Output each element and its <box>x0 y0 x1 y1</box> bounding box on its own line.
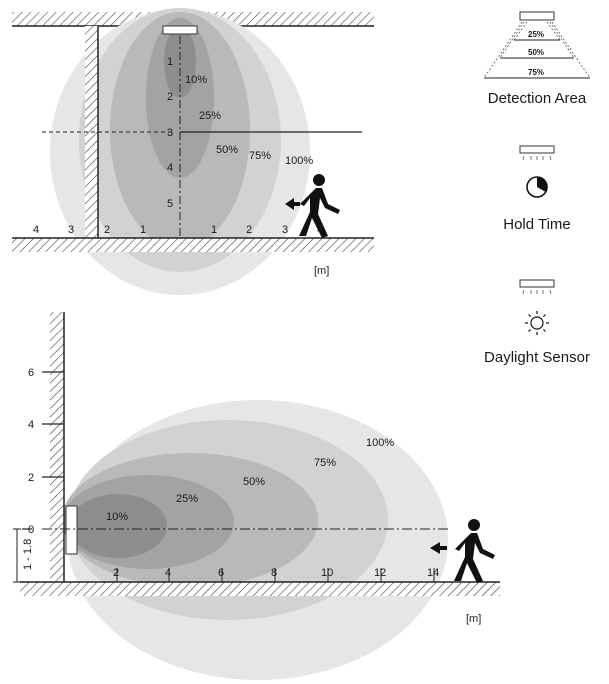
wall-sensor-icon <box>65 505 78 555</box>
legend-hold-time: Hold Time <box>503 145 571 233</box>
top-height-tick-1: 1 <box>167 56 173 68</box>
mount-height-label: 1 - 1.8 <box>22 539 34 570</box>
top-unit-label: [m] <box>314 265 329 277</box>
side-distance-tick-4: 4 <box>165 567 171 579</box>
walking-person-icon <box>454 519 495 583</box>
side-zone-label-25: 25% <box>176 493 198 505</box>
top-zone-label-25: 25% <box>199 110 221 122</box>
side-distance-tick-10: 10 <box>321 567 333 579</box>
sun-icon <box>525 311 549 335</box>
legend-hold-time-title: Hold Time <box>503 216 571 233</box>
top-coverage-diagram: 1 2 3 4 5 4 3 2 1 1 2 3 4 10% 25% 50% 75… <box>12 8 374 295</box>
direction-arrow-icon <box>430 542 447 554</box>
side-distance-tick-8: 8 <box>271 567 277 579</box>
top-distance-tick-right-1: 1 <box>211 224 217 236</box>
side-wall <box>50 312 64 582</box>
zone-10-top <box>164 26 196 98</box>
side-height-tick-0: 0 <box>28 524 34 536</box>
top-height-tick-3: 3 <box>167 127 173 139</box>
top-zone-label-50: 50% <box>216 144 238 156</box>
legend-daylight-sensor: Daylight Sensor <box>484 279 590 366</box>
top-zone-label-10: 10% <box>185 74 207 86</box>
top-distance-tick-left-2: 2 <box>104 224 110 236</box>
ceiling-sensor-icon <box>519 279 555 288</box>
zone-10-side <box>69 494 167 558</box>
top-height-tick-2: 2 <box>167 91 173 103</box>
ceiling-sensor-icon <box>519 11 555 21</box>
legend-detection-area: 25% 50% 75% Detection Area <box>483 11 591 107</box>
direction-arrow-icon <box>285 198 300 210</box>
legend-detection-area-title: Detection Area <box>488 90 587 107</box>
side-height-tick-6: 6 <box>28 367 34 379</box>
top-distance-tick-left-1: 1 <box>140 224 146 236</box>
top-height-tick-4: 4 <box>167 162 173 174</box>
side-distance-tick-12: 12 <box>374 567 386 579</box>
legend-daylight-sensor-title: Daylight Sensor <box>484 349 590 366</box>
side-zone-label-50: 50% <box>243 476 265 488</box>
side-coverage-diagram: 6 4 2 0 1 - 1.8 2 4 6 8 10 12 14 10% 25%… <box>13 312 500 680</box>
ceiling-sensor-icon <box>519 145 555 154</box>
side-zone-label-75: 75% <box>314 457 336 469</box>
side-zone-label-10: 10% <box>106 511 128 523</box>
top-distance-tick-left-4: 4 <box>33 224 39 236</box>
side-distance-tick-2: 2 <box>113 567 119 579</box>
top-distance-tick-right-2: 2 <box>246 224 252 236</box>
clock-icon <box>526 176 548 198</box>
side-height-tick-2: 2 <box>28 472 34 484</box>
side-distance-tick-14: 14 <box>427 567 439 579</box>
top-zone-label-100: 100% <box>285 155 313 167</box>
top-height-tick-5: 5 <box>167 198 173 210</box>
top-zone-label-75: 75% <box>249 150 271 162</box>
top-distance-tick-right-3: 3 <box>282 224 288 236</box>
legend-ring-75: 75% <box>528 68 544 77</box>
side-floor <box>20 582 500 596</box>
ceiling-sensor-icon <box>162 25 198 35</box>
floor <box>12 238 374 252</box>
walking-person-icon <box>299 174 340 238</box>
legend-ring-50: 50% <box>528 48 544 57</box>
legend-ring-25: 25% <box>528 30 544 39</box>
side-zone-label-100: 100% <box>366 437 394 449</box>
top-distance-tick-left-3: 3 <box>68 224 74 236</box>
side-distance-tick-6: 6 <box>218 567 224 579</box>
side-unit-label: [m] <box>466 613 481 625</box>
side-height-tick-4: 4 <box>28 419 34 431</box>
